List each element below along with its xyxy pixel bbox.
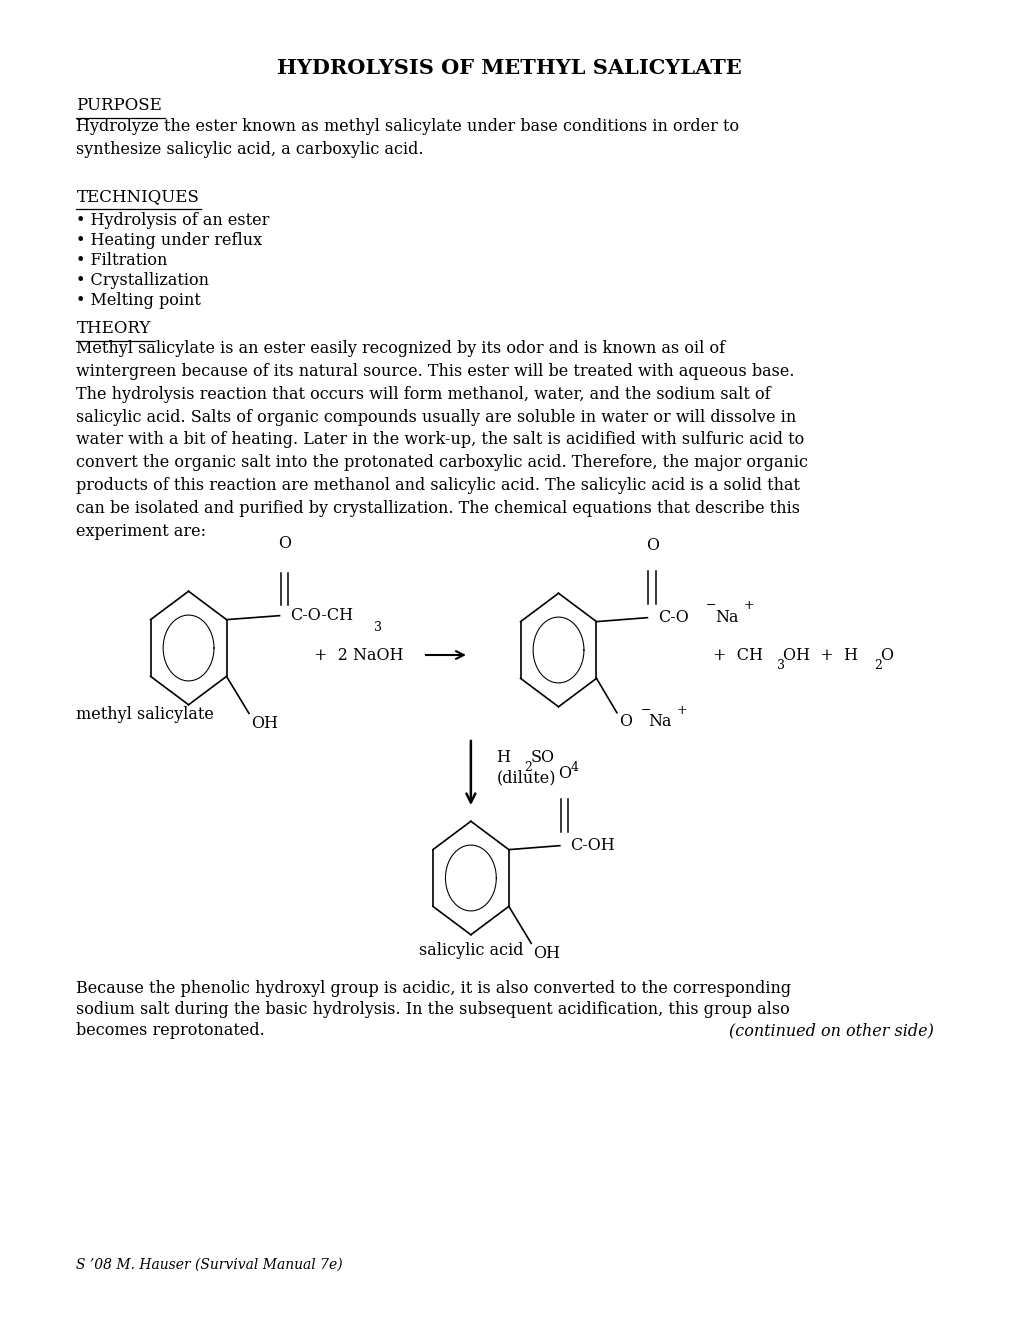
Text: +: + [677, 704, 687, 717]
Text: • Crystallization: • Crystallization [76, 272, 209, 289]
Text: 2: 2 [873, 659, 881, 672]
Text: OH  +  H: OH + H [782, 647, 857, 664]
Text: 3: 3 [374, 620, 382, 634]
Text: THEORY: THEORY [76, 319, 151, 337]
Text: C-O-CH: C-O-CH [289, 607, 353, 624]
Text: O: O [557, 764, 571, 781]
Text: • Filtration: • Filtration [76, 252, 168, 269]
Text: (dilute): (dilute) [496, 770, 555, 787]
Text: S ’08 M. Hauser (Survival Manual 7e): S ’08 M. Hauser (Survival Manual 7e) [76, 1258, 342, 1272]
Text: TECHNIQUES: TECHNIQUES [76, 187, 199, 205]
Text: SO: SO [531, 748, 554, 766]
Text: Na: Na [648, 713, 672, 730]
Text: H: H [496, 748, 510, 766]
Text: OH: OH [251, 715, 278, 733]
Text: O: O [619, 713, 632, 730]
Text: Because the phenolic hydroxyl group is acidic, it is also converted to the corre: Because the phenolic hydroxyl group is a… [76, 979, 791, 997]
Text: Na: Na [714, 609, 738, 626]
Text: O: O [278, 535, 290, 552]
Text: O: O [879, 647, 893, 664]
Text: sodium salt during the basic hydrolysis. In the subsequent acidification, this g: sodium salt during the basic hydrolysis.… [76, 1001, 790, 1018]
Text: (continued on other side): (continued on other side) [728, 1022, 932, 1039]
Text: 2: 2 [524, 762, 531, 774]
Text: becomes reprotonated.: becomes reprotonated. [76, 1022, 265, 1039]
Text: −: − [640, 704, 650, 717]
Text: +  CH: + CH [712, 647, 762, 664]
Text: C-OH: C-OH [570, 837, 614, 854]
Text: • Hydrolysis of an ester: • Hydrolysis of an ester [76, 213, 270, 228]
Text: • Heating under reflux: • Heating under reflux [76, 232, 262, 249]
Text: −: − [705, 599, 715, 612]
Text: Methyl salicylate is an ester easily recognized by its odor and is known as oil : Methyl salicylate is an ester easily rec… [76, 341, 808, 540]
Text: C-O: C-O [657, 609, 688, 626]
Text: 4: 4 [571, 762, 578, 774]
Text: PURPOSE: PURPOSE [76, 96, 162, 114]
Text: 3: 3 [775, 659, 784, 672]
Text: OH: OH [533, 945, 559, 962]
Text: HYDROLYSIS OF METHYL SALICYLATE: HYDROLYSIS OF METHYL SALICYLATE [277, 58, 741, 78]
Text: +: + [743, 599, 753, 612]
Text: salicylic acid: salicylic acid [418, 942, 523, 960]
Text: O: O [645, 536, 658, 553]
Text: • Melting point: • Melting point [76, 292, 201, 309]
Text: Hydrolyze the ester known as methyl salicylate under base conditions in order to: Hydrolyze the ester known as methyl sali… [76, 117, 739, 158]
Text: methyl salicylate: methyl salicylate [76, 706, 214, 723]
Text: +  2 NaOH: + 2 NaOH [314, 647, 404, 664]
